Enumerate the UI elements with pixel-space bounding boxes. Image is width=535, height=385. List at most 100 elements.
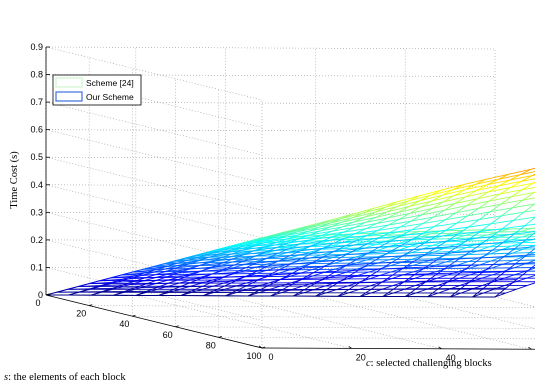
x-axis-text: : the elements of each block — [8, 372, 126, 383]
mesh-segment — [292, 283, 315, 285]
mesh-segment — [483, 288, 495, 294]
mesh-segment — [457, 231, 481, 235]
mesh-segment — [381, 281, 405, 283]
mesh-segment — [397, 200, 421, 207]
mesh-segment — [347, 269, 359, 278]
mesh-segment — [479, 228, 503, 233]
mesh-segment — [344, 235, 367, 239]
mesh-segment — [291, 272, 314, 275]
mesh-segment — [438, 280, 450, 290]
mesh-segment — [481, 249, 493, 259]
mesh-segment — [352, 211, 376, 219]
mesh-segment — [112, 284, 124, 289]
mesh-segment — [510, 236, 522, 241]
mesh-segment — [483, 279, 495, 289]
mesh-segment — [503, 248, 516, 257]
mesh-segment — [488, 186, 511, 193]
mesh-segment — [124, 287, 136, 292]
mesh-segment — [366, 232, 390, 237]
floor-grid-line — [175, 326, 535, 329]
legend: Scheme [24] Our Scheme — [52, 74, 142, 106]
floor-grid-line — [405, 296, 535, 329]
mesh-segment — [364, 211, 387, 218]
mesh-segment — [369, 261, 392, 265]
z-tick-label: 0.9 — [30, 42, 43, 52]
mesh-segment — [512, 248, 524, 254]
mesh-segment — [336, 282, 360, 284]
mesh-segment — [359, 281, 382, 284]
mesh-segment — [414, 266, 427, 275]
mesh-segment — [433, 212, 456, 218]
mesh-segment — [132, 269, 155, 273]
mesh-segment — [410, 245, 433, 247]
mesh-segment — [354, 222, 366, 228]
mesh-segment — [400, 229, 412, 237]
mesh-segment — [505, 279, 517, 289]
mesh-segment — [515, 254, 527, 264]
mesh-segment — [167, 272, 179, 278]
mesh-segment — [251, 236, 275, 242]
mesh-segment — [385, 234, 409, 236]
mesh-segment — [488, 242, 500, 248]
mesh-segment — [513, 231, 535, 235]
wall-grid-line — [45, 156, 496, 160]
mesh-segment — [311, 250, 335, 254]
mesh-segment — [437, 265, 449, 274]
mesh-segment — [424, 247, 437, 255]
mesh-segment — [455, 247, 467, 252]
mesh-segment — [365, 217, 388, 223]
mesh-segment — [460, 288, 472, 294]
mesh-segment — [412, 236, 436, 240]
mesh-segment — [335, 258, 358, 262]
mesh-segment — [201, 273, 213, 279]
z-tick-label: 0.4 — [30, 180, 43, 190]
mesh-segment — [425, 259, 437, 268]
mesh-segment — [296, 226, 320, 233]
mesh-segment — [334, 245, 346, 252]
mesh-segment — [266, 260, 278, 265]
mesh-segment — [476, 234, 488, 239]
mesh-segment — [504, 281, 516, 286]
mesh-segment — [153, 263, 177, 267]
mesh-segment — [280, 278, 303, 280]
floor-grid-line — [132, 315, 535, 319]
mesh-segment — [186, 253, 209, 259]
mesh-segment — [356, 237, 379, 242]
mesh-segment — [191, 285, 203, 292]
mesh-segment — [493, 256, 505, 265]
mesh-segment — [134, 283, 146, 289]
mesh-segment — [290, 258, 302, 265]
mesh-segment — [244, 257, 268, 262]
mesh-segment — [402, 254, 426, 257]
mesh-segment — [430, 189, 454, 196]
x-tick-label: 80 — [206, 340, 216, 350]
floor-grid-line — [494, 296, 535, 308]
mesh-segment — [399, 212, 411, 220]
z-tick-label: 0.2 — [30, 235, 43, 245]
mesh-segment — [465, 240, 489, 242]
y-tick-label: 0 — [268, 352, 273, 362]
mesh-segment — [399, 245, 411, 251]
z-tick-label: 0.8 — [30, 70, 43, 80]
mesh-segment — [378, 259, 390, 264]
mesh-segment — [366, 230, 378, 237]
mesh-segment — [457, 261, 469, 266]
mesh-layer — [45, 167, 535, 298]
mesh-segment — [527, 282, 535, 286]
mesh-segment — [475, 178, 499, 185]
mesh-segment — [157, 282, 169, 288]
mesh-segment — [443, 195, 455, 203]
mesh-segment — [278, 258, 302, 262]
mesh-segment — [269, 284, 293, 286]
wall-grid-line — [45, 46, 496, 50]
mesh-segment — [168, 278, 180, 284]
x-tick — [132, 314, 136, 317]
mesh-segment — [402, 249, 414, 257]
mesh-segment — [269, 285, 281, 290]
mesh-segment — [257, 278, 281, 281]
mesh-segment — [490, 260, 514, 262]
x-tick — [175, 325, 179, 328]
mesh-segment — [356, 243, 368, 250]
mesh-segment — [188, 266, 212, 270]
mesh-segment — [531, 167, 535, 170]
